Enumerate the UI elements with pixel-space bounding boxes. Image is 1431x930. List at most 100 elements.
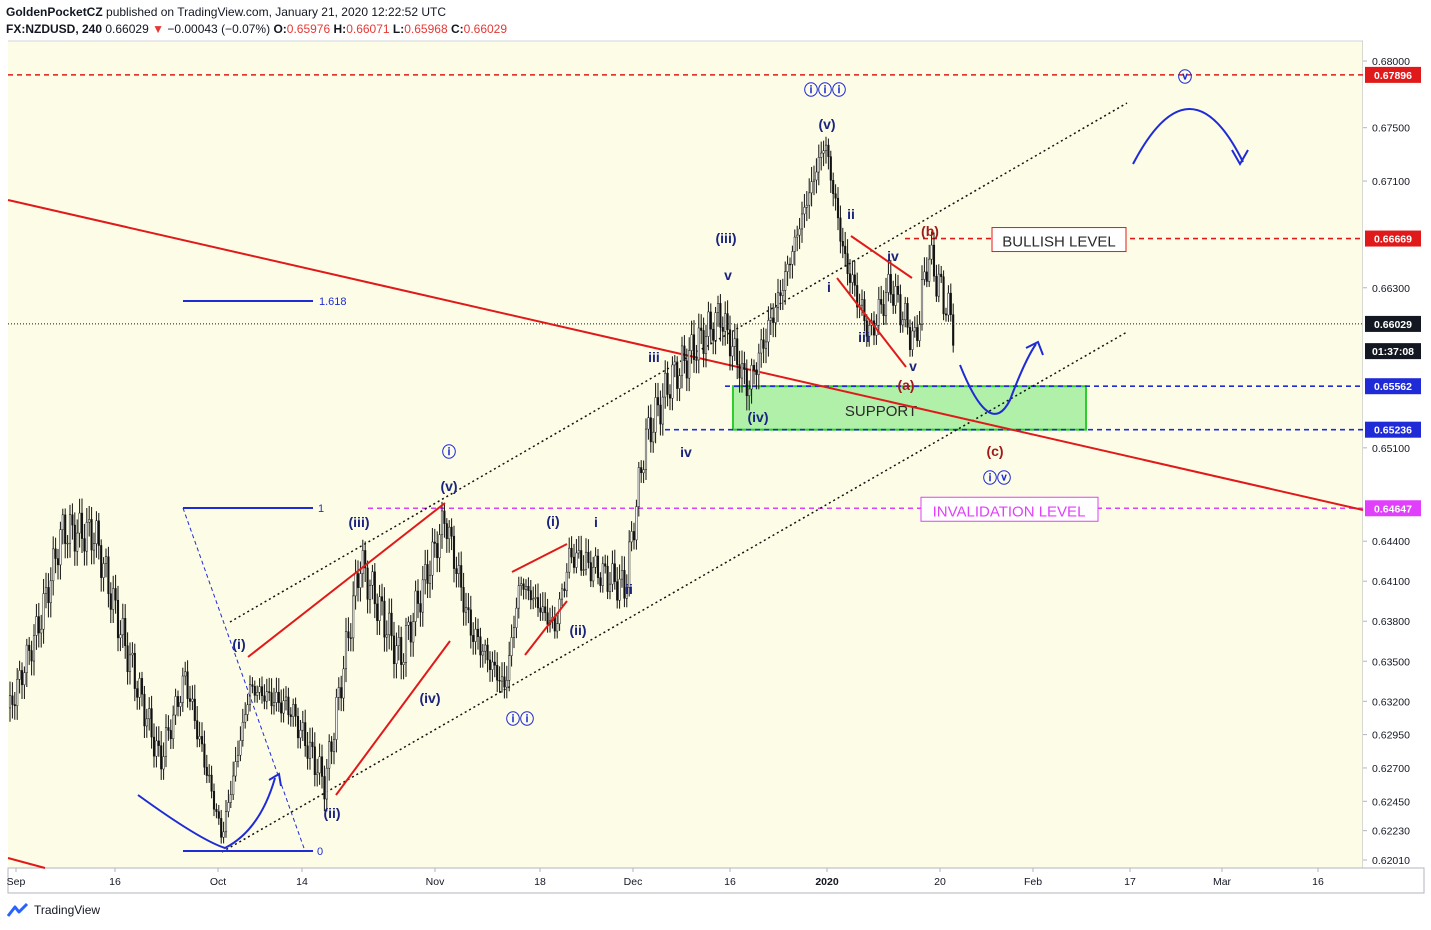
candle-body xyxy=(829,156,832,181)
candle-body xyxy=(318,756,321,774)
price-tag-label: 0.64647 xyxy=(1374,503,1412,515)
candle-body xyxy=(299,729,302,739)
candle-body xyxy=(83,538,86,552)
wave-label: iii xyxy=(648,349,660,365)
bullish-level-label: BULLISH LEVEL xyxy=(1002,234,1115,251)
candle-body xyxy=(541,606,544,613)
candle-body xyxy=(385,634,388,638)
candle-body xyxy=(440,510,444,535)
candle-body xyxy=(313,746,316,775)
x-tick-label: Sep xyxy=(7,876,26,888)
arrow-head-icon xyxy=(1231,149,1249,167)
candle-body xyxy=(332,739,336,752)
candle-body xyxy=(457,565,460,574)
candle-body xyxy=(572,556,576,568)
candle-body xyxy=(90,519,93,551)
high-label: H: xyxy=(333,22,347,36)
candle-body xyxy=(342,668,345,699)
candle-body xyxy=(186,671,189,699)
candle-body xyxy=(155,740,158,757)
candle-body xyxy=(100,545,103,578)
fib-label: 0 xyxy=(317,846,323,858)
close-label: C: xyxy=(450,22,464,36)
candle-body xyxy=(263,695,266,702)
candle-body xyxy=(700,327,703,331)
candle-body xyxy=(323,776,326,800)
candle-body xyxy=(150,708,153,738)
candle-body xyxy=(731,346,734,357)
candle-body xyxy=(433,541,436,544)
candle-body xyxy=(212,790,216,810)
candle-body xyxy=(817,157,820,173)
candle-body xyxy=(66,542,69,545)
candle-body xyxy=(772,317,775,323)
candle-body xyxy=(265,691,268,702)
candle-body xyxy=(630,531,633,543)
candle-body xyxy=(162,756,165,770)
wave-label: (ii) xyxy=(569,622,586,638)
candle-body xyxy=(724,313,727,332)
footer: TradingView xyxy=(6,902,100,918)
candle-body xyxy=(107,556,110,594)
candle-body xyxy=(949,292,952,315)
candle-body xyxy=(815,171,818,181)
candle-body xyxy=(275,691,278,703)
wave-label: ⓘⓘⓘ xyxy=(804,82,846,98)
candle-body xyxy=(222,831,225,838)
candle-body xyxy=(580,550,583,571)
candle-body xyxy=(292,704,295,717)
candle-body xyxy=(827,144,830,157)
candle-body xyxy=(280,702,283,714)
x-tick-label: 2020 xyxy=(815,876,839,888)
candle-body xyxy=(467,607,470,611)
candle-body xyxy=(625,587,628,599)
candle-body xyxy=(469,609,472,636)
candle-body xyxy=(20,670,24,686)
footer-brand[interactable]: TradingView xyxy=(34,903,101,917)
candle-body xyxy=(124,618,127,647)
tradingview-logo-icon[interactable] xyxy=(6,902,30,918)
author-name[interactable]: GoldenPocketCZ xyxy=(6,5,103,19)
candle-body xyxy=(496,665,499,681)
candle-body xyxy=(599,577,602,586)
wave-label: iv xyxy=(887,248,899,264)
y-tick-label: 0.67500 xyxy=(1372,123,1410,135)
candle-body xyxy=(611,563,614,585)
wave-label: v xyxy=(724,267,732,283)
candle-body xyxy=(316,772,319,775)
candle-body xyxy=(392,635,396,665)
candle-body xyxy=(508,655,511,681)
candle-body xyxy=(54,548,57,559)
candle-body xyxy=(138,678,141,698)
candle-body xyxy=(198,736,201,740)
candle-body xyxy=(932,244,936,277)
candle-body xyxy=(750,365,753,390)
candle-body xyxy=(73,524,76,552)
candle-body xyxy=(239,740,242,756)
candle-body xyxy=(260,686,264,697)
candle-body xyxy=(906,303,909,328)
wave-label: (iii) xyxy=(716,230,737,246)
candle-body xyxy=(97,520,100,546)
publish-text: published on TradingView.com, January 21… xyxy=(106,5,447,19)
candle-body xyxy=(354,573,357,597)
support-zone xyxy=(732,385,1087,431)
ohlc-legend: FX:NZDUSD, 240 0.66029 ▼ −0.00043 (−0.07… xyxy=(6,22,507,36)
price-tag-label: 01:37:08 xyxy=(1372,346,1414,358)
candle-body xyxy=(205,766,208,776)
candle-body xyxy=(570,547,573,558)
candle-body xyxy=(128,654,132,672)
candle-body xyxy=(311,741,314,748)
candle-body xyxy=(438,534,441,559)
candle-body xyxy=(774,307,777,323)
candle-body xyxy=(464,607,468,613)
price-change: −0.00043 (−0.07%) xyxy=(167,22,271,36)
candle-body xyxy=(308,741,312,759)
candle-body xyxy=(481,650,484,656)
candle-body xyxy=(52,548,55,582)
low-label: L: xyxy=(392,22,405,36)
wave-label: (iv) xyxy=(420,690,441,706)
candle-body xyxy=(505,680,508,688)
candle-body xyxy=(952,314,955,346)
